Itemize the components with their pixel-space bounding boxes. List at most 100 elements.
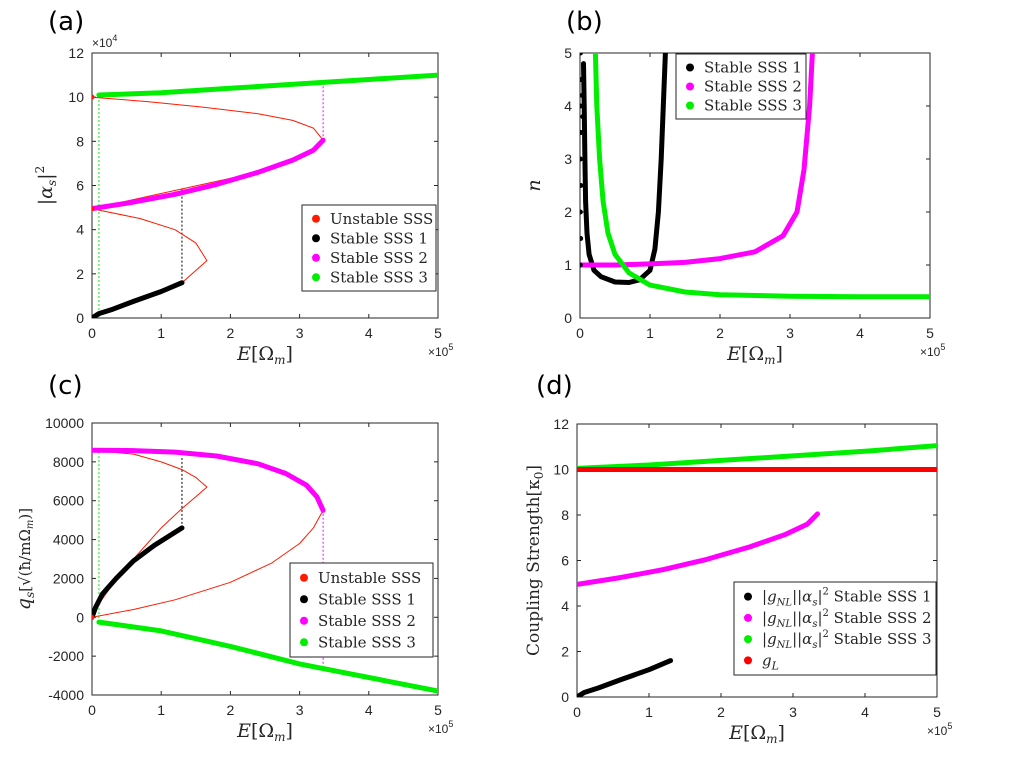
legend-entry: Stable SSS 1 [330, 229, 428, 247]
y-tick-label: 4 [564, 98, 572, 114]
x-axis-label: E[Ωm] [726, 343, 783, 367]
data-marker [580, 114, 586, 120]
series--gnl-s-stable-sss-1 [577, 658, 674, 697]
plot-area [92, 447, 438, 694]
x-tick-label: 0 [88, 325, 96, 341]
legend-entry: Stable SSS 1 [704, 59, 802, 77]
series--gnl-s-stable-sss-2 [577, 511, 820, 587]
legend-entry: |gNL||αs|2 Stable SSS 2 [762, 608, 932, 630]
legend-swatch [312, 253, 320, 262]
y-tick-label: 0 [76, 310, 84, 326]
y-tick-label: 0 [564, 310, 572, 326]
y-tick-label: 1 [564, 257, 572, 273]
legend-entry: Stable SSS 1 [318, 590, 416, 608]
y-tick-label: 0 [561, 689, 569, 705]
panel-label: (b) [566, 7, 603, 37]
panel-label: (d) [536, 371, 573, 401]
x-tick-label: 0 [88, 702, 96, 718]
data-marker [92, 614, 95, 620]
x-tick-label: 4 [856, 325, 864, 341]
data-marker [580, 92, 585, 98]
legend-swatch [744, 656, 752, 665]
legend-swatch [300, 638, 308, 647]
y-tick-label: 10000 [45, 415, 84, 431]
data-marker [580, 77, 584, 82]
plot-area [577, 443, 937, 697]
y-tick-label: 12 [553, 416, 569, 432]
legend-entry: Stable SSS 3 [704, 97, 802, 115]
x-tick-label: 1 [157, 702, 165, 718]
legend: |gNL||αs|2 Stable SSS 1|gNL||αs|2 Stable… [733, 581, 937, 676]
legend-swatch [312, 214, 320, 223]
x-tick-label: 3 [296, 702, 304, 718]
legend-entry: Unstable SSS [330, 210, 433, 228]
y-axis-label: Coupling Strength[κ0] [524, 465, 546, 656]
y-axis-label: n [523, 179, 545, 191]
data-marker [580, 236, 584, 241]
y-tick-label: -4000 [48, 687, 84, 703]
legend-entry: Stable SSS 3 [318, 633, 416, 651]
y-tick-label: 2000 [53, 570, 84, 586]
data-marker [580, 130, 584, 135]
series-stable-sss-3 [96, 72, 438, 98]
x-tick-label: 5 [933, 704, 941, 720]
panel-a: 0 1 2 3 4 5024681012×105×104E[Ωm]|αs|2(a)Unst… [33, 7, 453, 367]
y-tick-label: 8 [76, 133, 84, 149]
legend-swatch [300, 616, 308, 625]
legend-box [289, 562, 434, 658]
series-stable-sss-1 [581, 53, 668, 285]
x-tick-label: 4 [861, 704, 869, 720]
data-marker [580, 156, 583, 162]
data-marker [92, 206, 95, 212]
y-tick-label: 10 [68, 89, 84, 105]
x-tick-label: 3 [786, 325, 794, 341]
y-tick-label: 8 [561, 507, 569, 523]
panel-c: 0 1 2 3 4 5 -4000 -2000 0 2000 4000 6000 8000 10000 ×1… [13, 371, 453, 744]
x-tick-label: 2 [717, 704, 725, 720]
x-axis-label: E[Ωm] [728, 722, 785, 746]
legend-swatch [744, 635, 752, 644]
panel-label: (c) [48, 371, 83, 401]
x-tick-label: 0 [573, 704, 581, 720]
series-stable-sss-3 [592, 53, 930, 300]
y-tick-label: 2 [561, 644, 569, 660]
legend-swatch [744, 592, 752, 601]
y-axis-label: |αs|2 [33, 166, 59, 205]
legend-swatch [300, 573, 308, 582]
x-multiplier: ×105 [927, 721, 952, 738]
y-tick-label: 6 [561, 553, 569, 569]
x-tick-label: 2 [227, 702, 235, 718]
x-tick-label: 5 [434, 702, 442, 718]
series-stable-sss-2 [92, 447, 326, 513]
x-axis-label: E[Ωm] [236, 720, 293, 744]
y-tick-label: 5 [564, 45, 572, 61]
x-tick-label: 0 [576, 325, 584, 341]
plot-area [580, 53, 930, 300]
legend-entry: gL [762, 651, 779, 672]
legend-swatch [312, 273, 320, 282]
x-multiplier: ×105 [428, 719, 453, 736]
x-tick-label: 1 [646, 325, 654, 341]
y-tick-label: 4 [561, 598, 569, 614]
y-axis-label: qs[√(ħ/mΩm)] [13, 508, 37, 610]
series-stable-sss-2 [92, 137, 326, 212]
y-tick-label: 6 [76, 178, 84, 194]
legend-entry: Stable SSS 2 [704, 78, 802, 96]
y-tick-label: 10 [553, 462, 569, 478]
legend-box [301, 204, 437, 292]
y-tick-label: 3 [564, 151, 572, 167]
data-marker [580, 262, 583, 268]
legend-entry: |gNL||αs|2 Stable SSS 1 [762, 587, 932, 609]
x-tick-label: 5 [926, 325, 934, 341]
legend-swatch [300, 595, 308, 604]
legend-swatch [686, 63, 694, 72]
x-tick-label: 4 [365, 702, 373, 718]
x-tick-label: 4 [365, 325, 373, 341]
data-marker [580, 209, 583, 215]
x-tick-label: 3 [296, 325, 304, 341]
